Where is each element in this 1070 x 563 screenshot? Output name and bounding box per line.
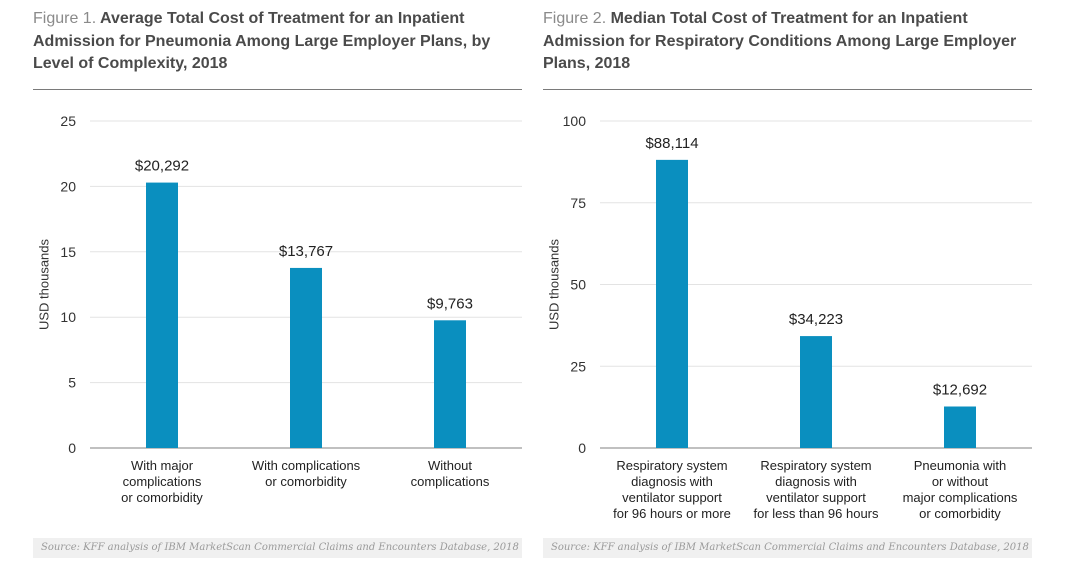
category-label: Respiratory system diagnosis with ventilat…: [613, 458, 731, 521]
figure-1-number: Figure 1.: [33, 10, 97, 27]
y-tick-label: 10: [60, 309, 76, 325]
y-tick-label: 50: [570, 277, 586, 293]
y-tick-label: 25: [60, 113, 76, 129]
figure-2-divider: [543, 89, 1032, 90]
figure-2-source-note: Source: KFF analysis of IBM MarketScan C…: [543, 538, 1032, 558]
y-axis-title: USD thousands: [547, 238, 562, 330]
figure-1-title-text: Average Total Cost of Treatment for an I…: [33, 10, 491, 72]
bar: [146, 182, 178, 449]
figure-2-number: Figure 2.: [543, 10, 607, 27]
category-label: With complications or comorbidity: [252, 458, 361, 489]
figure-1-divider: [33, 89, 522, 90]
figure-1-source-note: Source: KFF analysis of IBM MarketScan C…: [33, 538, 522, 558]
category-label: Without complications: [411, 458, 490, 489]
y-tick-label: 0: [578, 440, 586, 456]
y-tick-label: 25: [570, 358, 586, 374]
category-label: Pneumonia with or without major complicati…: [903, 458, 1018, 521]
data-label: $88,114: [645, 135, 698, 152]
figure-2-title: Figure 2. Median Total Cost of Treatment…: [543, 8, 1032, 76]
category-label: With major complications or comorbidity: [121, 458, 203, 505]
bar: [656, 159, 688, 448]
y-axis-title: USD thousands: [37, 238, 52, 330]
data-label: $13,767: [279, 243, 333, 260]
data-label: $34,223: [789, 311, 843, 328]
bar: [434, 320, 466, 448]
data-label: $12,692: [933, 381, 987, 398]
y-tick-label: 5: [68, 375, 76, 391]
data-label: $20,292: [135, 158, 189, 175]
figure-2-title-text: Median Total Cost of Treatment for an In…: [543, 10, 1017, 72]
bar: [290, 267, 322, 448]
bar: [800, 336, 832, 448]
y-tick-label: 20: [60, 178, 76, 194]
bar: [944, 406, 976, 448]
y-tick-label: 0: [68, 440, 76, 456]
figure-1-title: Figure 1. Average Total Cost of Treatmen…: [33, 8, 522, 76]
y-tick-label: 15: [60, 244, 76, 260]
data-label: $9,763: [427, 295, 473, 312]
figure-1-chart: 0 5 10 15 20 25 USD thousands $20,292 With major…: [37, 113, 522, 505]
figure-2-chart: 0 25 50 75 100 USD thousands $88,114 Respirator…: [547, 113, 1032, 521]
y-tick-label: 75: [570, 195, 586, 211]
category-label: Respiratory system diagnosis with ventilat…: [753, 458, 879, 521]
y-tick-label: 100: [563, 113, 587, 129]
